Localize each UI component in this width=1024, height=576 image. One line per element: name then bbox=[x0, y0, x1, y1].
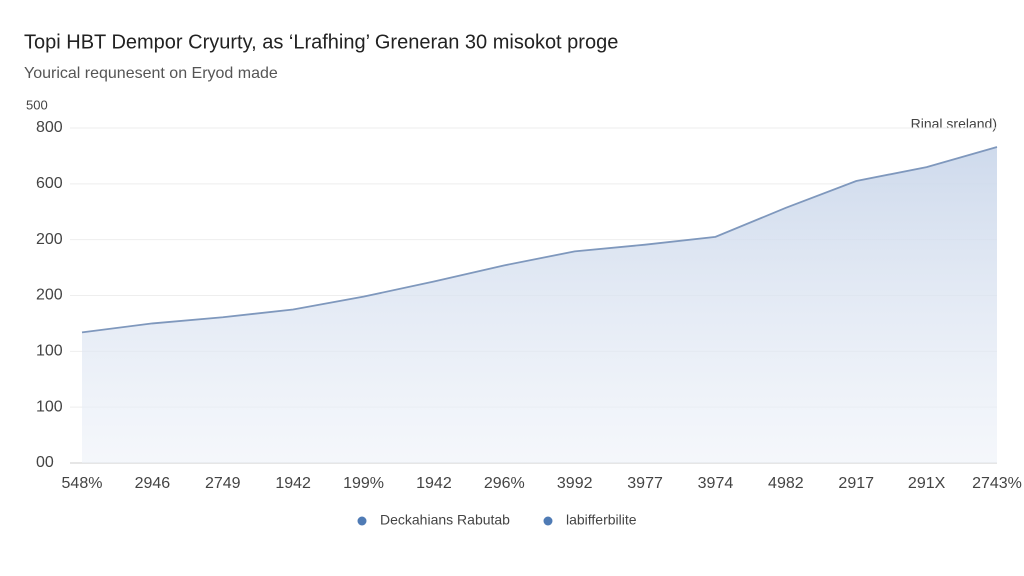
y-tick-label: 800 bbox=[36, 119, 63, 136]
x-tick-label: 2946 bbox=[135, 475, 171, 492]
x-tick-label: 2749 bbox=[205, 475, 241, 492]
y-tick-label: 00 bbox=[36, 454, 54, 471]
x-tick-label: 1942 bbox=[416, 475, 452, 492]
x-tick-label: 3974 bbox=[698, 475, 734, 492]
x-tick-label: 1942 bbox=[275, 475, 311, 492]
x-tick-label: 3977 bbox=[627, 475, 663, 492]
x-tick-label: 548% bbox=[62, 475, 103, 492]
x-tick-label: 199% bbox=[343, 475, 384, 492]
y-tick-label: 100 bbox=[36, 398, 63, 415]
y-tick-label: 600 bbox=[36, 175, 63, 192]
x-tick-label: 4982 bbox=[768, 475, 804, 492]
legend-label: labifferbilite bbox=[566, 512, 637, 528]
x-tick-label: 3992 bbox=[557, 475, 593, 492]
y-axis-label: 500 bbox=[26, 97, 48, 112]
x-tick-label: 291X bbox=[908, 475, 946, 492]
area-fill bbox=[82, 146, 997, 463]
legend-marker bbox=[357, 516, 367, 526]
chart-subtitle: Yourical requnesent on Eryod made bbox=[24, 65, 278, 82]
x-tick-label: 2917 bbox=[838, 475, 874, 492]
annotation: Rinal sreland) bbox=[911, 116, 997, 132]
legend-label: Deckahians Rabutab bbox=[380, 512, 510, 528]
x-tick-label: 2743% bbox=[972, 475, 1022, 492]
y-tick-label: 100 bbox=[36, 343, 63, 360]
x-tick-label: 296% bbox=[484, 475, 525, 492]
line bbox=[81, 146, 998, 334]
y-tick-label: 200 bbox=[36, 287, 63, 304]
legend-marker bbox=[543, 516, 553, 526]
y-tick-label: 200 bbox=[36, 231, 63, 248]
chart-title: Topi HBT Dempor Cryurty, as ‘Lrafhing’ G… bbox=[24, 31, 618, 53]
